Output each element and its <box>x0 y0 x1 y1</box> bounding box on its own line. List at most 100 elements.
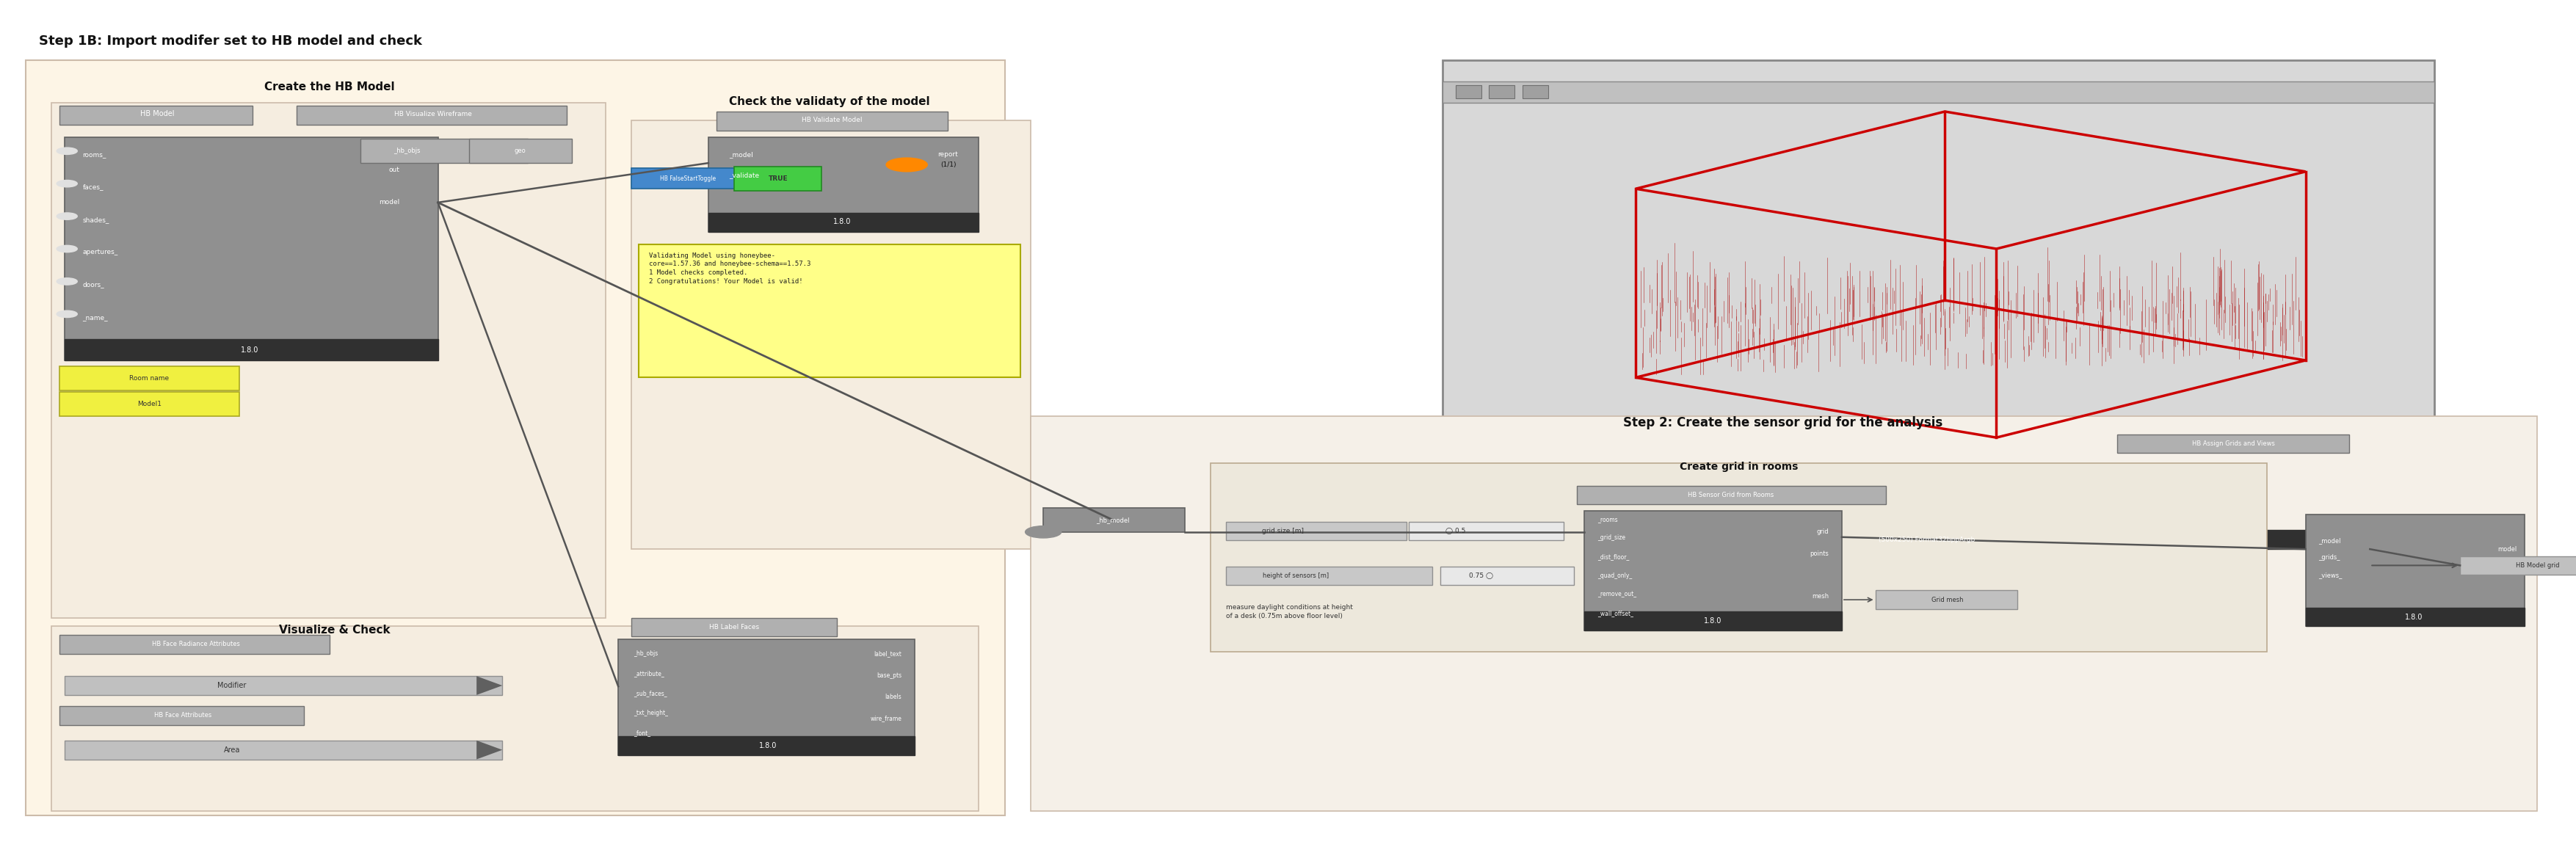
Bar <box>2306 515 2524 626</box>
Bar <box>1030 416 2537 811</box>
Bar <box>1443 530 2434 549</box>
Circle shape <box>57 148 77 154</box>
Text: HB Model: HB Model <box>139 111 175 118</box>
Bar <box>296 106 567 124</box>
Bar <box>469 139 572 163</box>
Circle shape <box>57 213 77 220</box>
Text: _name_: _name_ <box>82 314 108 321</box>
Bar <box>1584 511 1842 631</box>
Text: _rooms: _rooms <box>1597 516 1618 523</box>
Text: 1.8.0: 1.8.0 <box>1705 618 1721 625</box>
Text: model: model <box>2499 546 2517 553</box>
Bar <box>361 139 528 163</box>
Text: base_pts: base_pts <box>876 672 902 679</box>
Text: _sub_faces_: _sub_faces_ <box>634 690 667 697</box>
Bar <box>1211 463 2267 652</box>
Bar <box>734 166 822 190</box>
Text: grid size [m]: grid size [m] <box>1262 528 1303 535</box>
Text: doors_: doors_ <box>82 281 103 288</box>
Text: ◯ 0.5: ◯ 0.5 <box>1445 528 1466 535</box>
Text: Check the validaty of the model: Check the validaty of the model <box>729 96 930 107</box>
Text: 1.8.0: 1.8.0 <box>2406 613 2421 620</box>
Bar <box>1577 486 1886 505</box>
Bar <box>59 706 304 725</box>
Text: _txt_height_: _txt_height_ <box>634 710 667 716</box>
Bar <box>1455 85 1481 99</box>
Circle shape <box>1025 526 1061 538</box>
Text: _quad_only_: _quad_only_ <box>1597 572 1631 579</box>
Text: 0.75 ◯: 0.75 ◯ <box>1468 572 1494 579</box>
Bar <box>639 245 1020 378</box>
Text: _validate: _validate <box>729 172 760 178</box>
Bar <box>64 740 502 759</box>
Text: Room name: Room name <box>129 375 170 382</box>
Bar <box>59 635 330 654</box>
Bar <box>2117 434 2349 453</box>
Bar <box>64 676 502 695</box>
Bar <box>59 366 240 390</box>
Text: HB Validate Model: HB Validate Model <box>801 117 863 124</box>
Text: _model: _model <box>2318 537 2342 544</box>
Text: HB Sensor Grid from Rooms: HB Sensor Grid from Rooms <box>1687 492 1775 498</box>
Text: model: model <box>379 199 399 206</box>
Bar <box>708 137 979 232</box>
Text: 1.8.0: 1.8.0 <box>835 218 850 225</box>
Text: report: report <box>938 151 958 158</box>
Bar <box>1522 85 1548 99</box>
Bar <box>1875 590 2017 609</box>
Text: HB Assign Grids and Views: HB Assign Grids and Views <box>2192 440 2275 447</box>
Text: points: points <box>1811 550 1829 557</box>
Text: _font_: _font_ <box>634 729 652 736</box>
Text: HB Label Faces: HB Label Faces <box>708 624 760 631</box>
Bar <box>64 137 438 360</box>
Text: Create the HB Model: Create the HB Model <box>265 82 394 93</box>
Bar <box>1489 85 1515 99</box>
Text: HB Model grid: HB Model grid <box>2517 562 2558 569</box>
Text: label_text: label_text <box>873 650 902 657</box>
Text: (500x250) Format32bppArgb: (500x250) Format32bppArgb <box>1878 536 1976 543</box>
Bar <box>1043 508 1185 532</box>
Bar <box>52 103 605 618</box>
Text: _model: _model <box>729 151 752 158</box>
Text: Validating Model using honeybee-
core==1.57.36 and honeybee-schema==1.57.3
1 Mod: Validating Model using honeybee- core==1… <box>649 252 811 285</box>
Bar <box>1226 522 1406 541</box>
Bar <box>59 392 240 416</box>
Bar <box>1584 612 1842 631</box>
Circle shape <box>57 311 77 317</box>
Polygon shape <box>477 676 502 695</box>
Text: height of sensors [m]: height of sensors [m] <box>1262 572 1329 579</box>
Text: _hb_objs: _hb_objs <box>634 650 657 657</box>
Circle shape <box>57 278 77 285</box>
Text: shades_: shades_ <box>82 216 108 223</box>
Text: HB FalseStartToggle: HB FalseStartToggle <box>659 175 716 182</box>
Bar <box>631 168 811 189</box>
Bar <box>1443 60 2434 549</box>
Text: Grid mesh: Grid mesh <box>1932 596 1963 603</box>
Text: Model1: Model1 <box>137 401 162 408</box>
Bar <box>708 213 979 232</box>
Text: _grids_: _grids_ <box>2318 554 2339 561</box>
Polygon shape <box>477 740 502 759</box>
Text: labels: labels <box>886 693 902 700</box>
Bar <box>1226 566 1432 585</box>
Text: HB Face Radiance Attributes: HB Face Radiance Attributes <box>152 641 240 648</box>
Circle shape <box>57 180 77 187</box>
Text: Modifier: Modifier <box>216 682 247 689</box>
Bar <box>59 106 252 124</box>
Text: Area: Area <box>224 746 240 753</box>
Text: Visualize & Check: Visualize & Check <box>278 625 392 636</box>
Text: _remove_out_: _remove_out_ <box>1597 591 1636 598</box>
Bar <box>26 60 1005 815</box>
Text: Create grid in rooms: Create grid in rooms <box>1680 462 1798 472</box>
Text: wire_frame: wire_frame <box>871 715 902 722</box>
Bar <box>631 618 837 637</box>
Bar <box>64 339 438 360</box>
Text: faces_: faces_ <box>82 184 103 190</box>
Text: _grid_size: _grid_size <box>1597 535 1625 541</box>
Bar <box>716 112 948 130</box>
Bar <box>52 626 979 811</box>
Text: apertures_: apertures_ <box>82 249 118 256</box>
Circle shape <box>886 158 927 172</box>
Text: _attribute_: _attribute_ <box>634 670 665 677</box>
Bar <box>631 120 1030 549</box>
